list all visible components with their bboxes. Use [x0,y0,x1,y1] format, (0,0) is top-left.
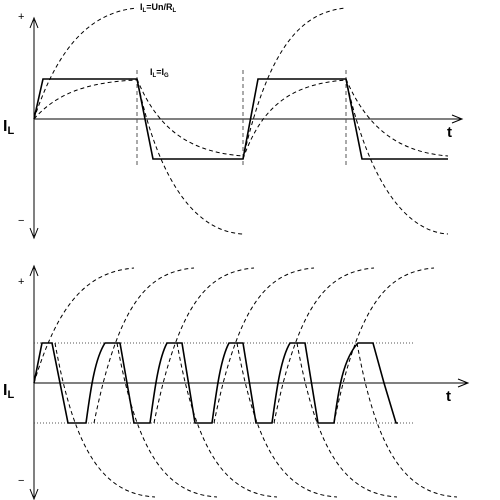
bottom-fall-limit-curve [176,342,278,498]
top-clamp-curve-rise [242,79,347,160]
top-time-axis-arrow [451,114,464,124]
bottom-fall-limit-curve [116,342,218,498]
bottom-minus-label: − [18,475,24,487]
top-limit-annotation: IL=Un/RL [140,2,176,14]
top-time-label: t [447,124,452,141]
bottom-rise-limit-curve [93,267,195,424]
bottom-fall-limit-curve [296,342,398,498]
bottom-limit-curves [33,267,458,498]
bottom-current-waveform [33,342,398,424]
bottom-time-label: t [446,388,451,405]
top-vertical-axis-arrow-up [29,16,39,29]
bottom-fall-limit-curve [54,342,156,498]
top-minus-label: − [18,215,24,227]
bottom-rise-limit-curve [273,267,375,424]
top-limit-curve-fall [136,78,244,235]
bottom-rise-limit-curve [333,267,435,424]
top-clamp-curve-rise [33,79,138,120]
bottom-plus-label: + [18,276,24,288]
bottom-axis-label: IL [3,382,14,401]
top-clamp-curve-fall [136,78,244,157]
bottom-vertical-axis-arrow-down [29,488,39,500]
bottom-fall-limit-curve [356,342,458,498]
bottom-time-axis-arrow [457,378,470,388]
top-limit-curve-rise [33,7,138,120]
top-current-waveform [33,78,448,160]
top-plus-label: + [18,11,24,23]
bottom-diagram: + − IL t [3,264,470,500]
bottom-fall-limit-curve [236,342,338,498]
bottom-rise-limit-curve [153,267,255,424]
top-limit-curve-fall [345,78,449,235]
bottom-rise-limit-curve [33,267,135,384]
bottom-rise-limit-curve [213,267,315,424]
top-axis-label: IL [3,118,14,137]
top-clamp-annotation: IL=IG [150,67,169,79]
bottom-vertical-axis-arrow-up [29,264,39,277]
top-vertical-axis-arrow-down [29,227,39,240]
top-limit-curve-rise [242,7,347,160]
top-diagram: + − IL t IL=Un/RL IL=IG [3,2,464,240]
top-clamp-curve-fall [345,78,449,157]
